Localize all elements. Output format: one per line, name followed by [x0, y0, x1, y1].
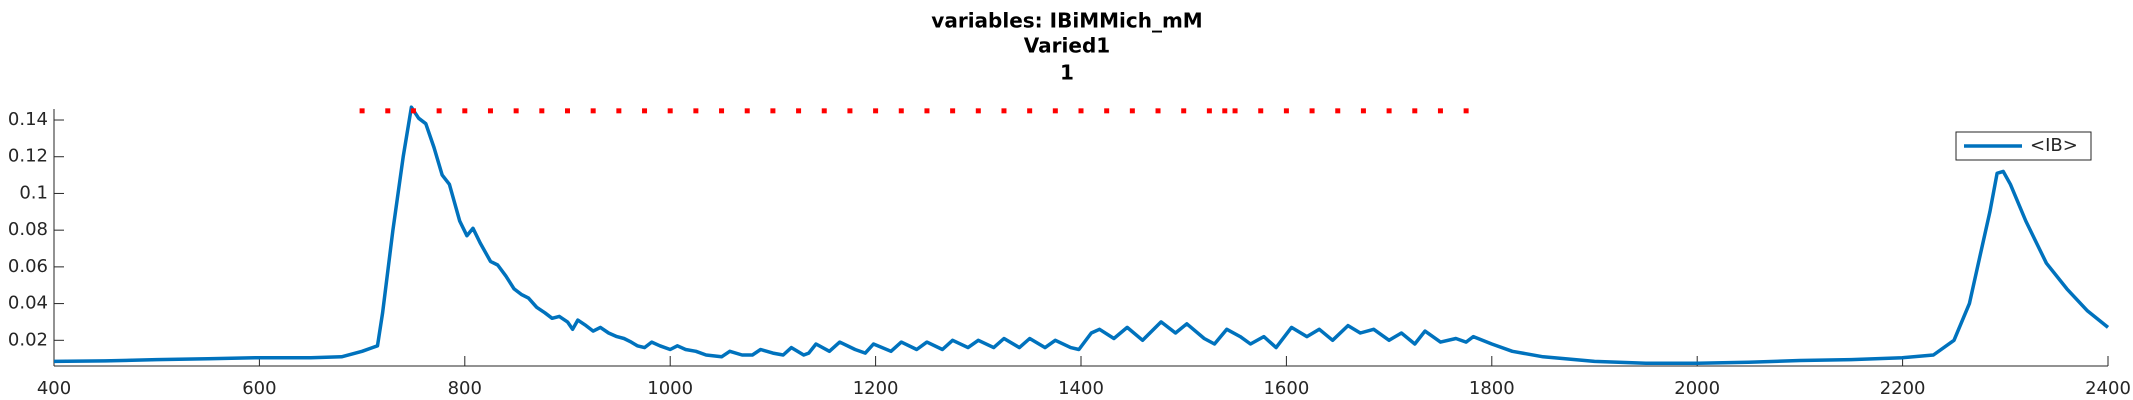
- marker: [1155, 108, 1161, 114]
- y-tick-label: 0.06: [8, 256, 48, 277]
- marker: [616, 108, 622, 114]
- y-tick-label: 0.12: [8, 146, 48, 167]
- x-tick-label: 1200: [853, 378, 899, 399]
- marker: [898, 108, 904, 114]
- marker: [1360, 108, 1366, 114]
- x-tick-label: 1800: [1469, 378, 1515, 399]
- marker: [1078, 108, 1084, 114]
- marker: [847, 108, 853, 114]
- marker: [1283, 108, 1289, 114]
- x-tick-label: 600: [242, 378, 276, 399]
- marker: [693, 108, 699, 114]
- marker: [1258, 108, 1264, 114]
- marker: [487, 108, 493, 114]
- y-tick-label: 0.14: [8, 109, 48, 130]
- x-tick-label: 1400: [1058, 378, 1104, 399]
- x-tick-label: 400: [37, 378, 71, 399]
- marker: [796, 108, 802, 114]
- marker: [1001, 108, 1007, 114]
- marker: [436, 108, 442, 114]
- marker: [385, 108, 391, 114]
- marker: [873, 108, 879, 114]
- marker: [1052, 108, 1058, 114]
- x-tick-label: 2400: [2085, 378, 2131, 399]
- marker: [1309, 108, 1315, 114]
- x-tick-label: 2200: [1880, 378, 1926, 399]
- x-tick-label: 2000: [1674, 378, 1720, 399]
- marker: [1104, 108, 1110, 114]
- marker: [667, 108, 673, 114]
- marker: [1181, 108, 1187, 114]
- legend-label: <IB>: [2030, 135, 2078, 156]
- marker: [924, 108, 930, 114]
- marker: [590, 108, 596, 114]
- marker: [1222, 108, 1228, 114]
- marker: [975, 108, 981, 114]
- marker: [719, 108, 725, 114]
- marker: [410, 108, 416, 114]
- marker: [642, 108, 648, 114]
- marker: [359, 108, 365, 114]
- y-tick-label: 0.1: [19, 182, 48, 203]
- marker: [821, 108, 827, 114]
- y-tick-label: 0.02: [8, 329, 48, 350]
- line: [53, 105, 2110, 365]
- marker: [1027, 108, 1033, 114]
- marker: [1412, 108, 1418, 114]
- marker: [1129, 108, 1135, 114]
- marker: [462, 108, 468, 114]
- chart-subtitle: Varied1: [1024, 34, 1110, 58]
- marker: [1232, 108, 1238, 114]
- marker: [513, 108, 519, 114]
- marker: [950, 108, 956, 114]
- x-tick-label: 800: [448, 378, 482, 399]
- marker: [1437, 108, 1443, 114]
- y-tick-label: 0.04: [8, 293, 48, 314]
- marker: [1335, 108, 1341, 114]
- marker: [539, 108, 545, 114]
- marker: [1386, 108, 1392, 114]
- chart-subtitle: 1: [1060, 61, 1074, 85]
- y-tick-label: 0.08: [8, 219, 48, 240]
- chart-title: variables: IBiMMich_mM: [931, 9, 1202, 33]
- marker: [565, 108, 570, 114]
- marker: [1206, 108, 1212, 114]
- marker: [744, 108, 750, 114]
- x-tick-label: 1600: [1263, 378, 1309, 399]
- x-tick-label: 1000: [647, 378, 693, 399]
- marker: [770, 108, 776, 114]
- marker: [1463, 108, 1469, 114]
